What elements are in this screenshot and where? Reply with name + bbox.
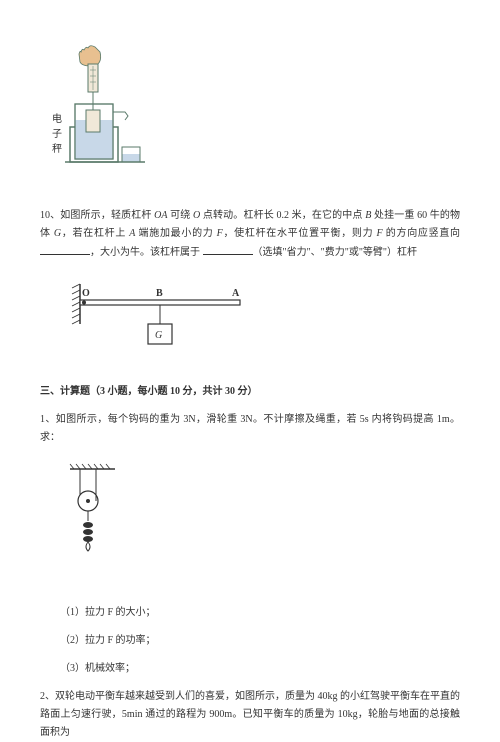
sub-q3: （3）机械效率；: [60, 660, 460, 678]
sub-q2: （2）拉力 F 的功率；: [60, 632, 460, 650]
q2-prefix: 2、: [40, 691, 55, 702]
figure-lever: G O B A: [60, 274, 460, 361]
scale-label-2: 子: [52, 128, 62, 140]
section-3-title: 三、计算题（3 小题，每小题 10 分，共计 30 分）: [40, 383, 460, 401]
figure-scale: 电 子 秤: [40, 42, 460, 189]
q1-text: 如图所示，每个钩码的重为 3N，滑轮重 3N。不计摩擦及绳重，若 5s 内将钩码…: [40, 414, 460, 443]
q10-t9: ，大小为: [90, 247, 130, 258]
hand-group: [79, 46, 101, 66]
q10-t2: 可绕: [167, 210, 193, 221]
label-g: G: [155, 330, 162, 341]
q10-prefix: 10、: [40, 210, 60, 221]
q10-t3: 点转动。杠杆长 0.2 米，在它的中点: [200, 210, 365, 221]
question-1: 1、如图所示，每个钩码的重为 3N，滑轮重 3N。不计摩擦及绳重，若 5s 内将…: [40, 411, 460, 447]
pivot-o: [82, 301, 86, 305]
lever-bar: [80, 300, 240, 305]
q10-t11: （选填"省力"、"费力"或"等臂"）杠杆: [253, 247, 418, 258]
scale-label-1: 电: [52, 112, 62, 125]
q10-t1: 如图所示，轻质杠杆: [60, 210, 154, 221]
hook-weights: [83, 522, 93, 551]
wall-hatch: [72, 284, 80, 324]
q10-t10: 牛。该杠杆属于: [130, 247, 203, 258]
label-a: A: [232, 288, 240, 299]
q1-prefix: 1、: [40, 414, 56, 425]
label-o: O: [82, 288, 90, 299]
q10-oa: OA: [154, 210, 167, 221]
q10-t5: ，若在杠杆上: [61, 228, 129, 239]
question-10: 10、如图所示，轻质杠杆 OA 可绕 O 点转动。杠杆长 0.2 米，在它的中点…: [40, 207, 460, 262]
q10-t8: 的方向应竖直向: [383, 228, 460, 239]
question-2: 2、双轮电动平衡车越来越受到人们的喜爱，如图所示，质量为 40kg 的小红驾驶平…: [40, 688, 460, 742]
figure-pulley: [60, 459, 460, 586]
sub-q1: （1）拉力 F 的大小；: [60, 604, 460, 622]
submerged-block: [86, 110, 100, 132]
label-b: B: [156, 288, 163, 299]
blank-2: [203, 243, 253, 255]
scale-label-3: 秤: [52, 143, 62, 155]
q10-t7: ，使杠杆在水平位置平衡，则力: [223, 228, 377, 239]
q10-t6: 端施加最小的力: [135, 228, 216, 239]
blank-1: [40, 243, 90, 255]
q2-text: 双轮电动平衡车越来越受到人们的喜爱，如图所示，质量为 40kg 的小红驾驶平衡车…: [40, 691, 460, 738]
